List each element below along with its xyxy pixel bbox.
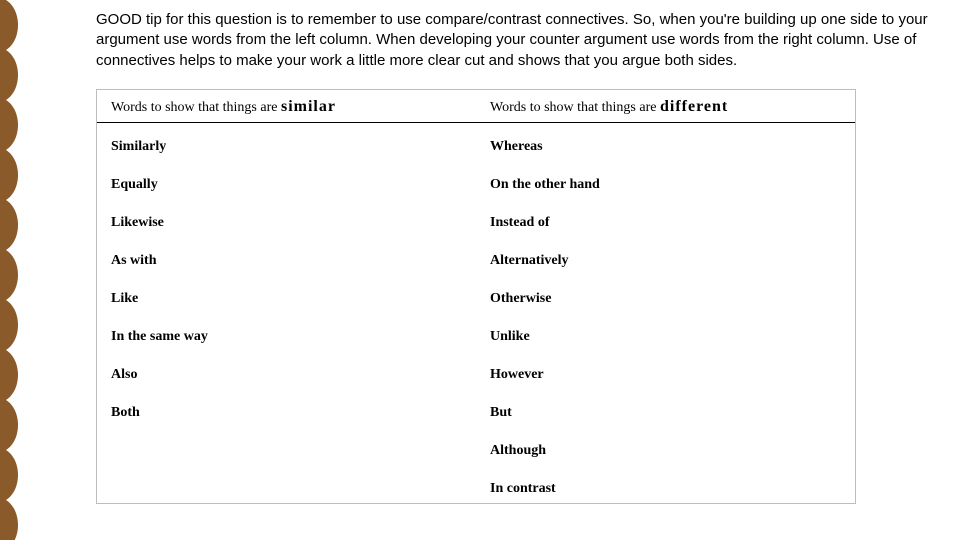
- tip-paragraph: GOOD tip for this question is to remembe…: [96, 10, 930, 71]
- different-cell: Otherwise: [476, 275, 855, 313]
- table-row: In contrast: [97, 465, 855, 503]
- similar-cell: Both: [97, 389, 476, 427]
- slide-content: GOOD tip for this question is to remembe…: [26, 0, 960, 540]
- similar-cell: [97, 465, 476, 503]
- similar-cell: Also: [97, 351, 476, 389]
- different-cell: In contrast: [476, 465, 855, 503]
- header-similar: Words to show that things are similar: [97, 96, 476, 123]
- table-row: In the same wayUnlike: [97, 313, 855, 351]
- different-cell: Although: [476, 427, 855, 465]
- similar-cell: Likewise: [97, 199, 476, 237]
- table-row: SimilarlyWhereas: [97, 123, 855, 161]
- slide-scallop-edge: [0, 0, 26, 540]
- similar-cell: Like: [97, 275, 476, 313]
- similar-cell: Similarly: [97, 123, 476, 161]
- different-cell: However: [476, 351, 855, 389]
- similar-cell: As with: [97, 237, 476, 275]
- table-body: SimilarlyWhereasEquallyOn the other hand…: [97, 123, 855, 503]
- different-cell: Whereas: [476, 123, 855, 161]
- header-similar-prefix: Words to show that things are: [111, 100, 281, 115]
- different-cell: Instead of: [476, 199, 855, 237]
- different-cell: Alternatively: [476, 237, 855, 275]
- table-row: AlsoHowever: [97, 351, 855, 389]
- table-row: As withAlternatively: [97, 237, 855, 275]
- table-header-row: Words to show that things are similar Wo…: [97, 96, 855, 123]
- different-cell: Unlike: [476, 313, 855, 351]
- table-row: BothBut: [97, 389, 855, 427]
- header-different: Words to show that things are different: [476, 96, 855, 123]
- connectives-table: Words to show that things are similar Wo…: [96, 89, 856, 504]
- similar-cell: In the same way: [97, 313, 476, 351]
- different-cell: But: [476, 389, 855, 427]
- header-different-prefix: Words to show that things are: [490, 100, 660, 115]
- table-row: LikeOtherwise: [97, 275, 855, 313]
- table-row: EquallyOn the other hand: [97, 161, 855, 199]
- table-row: Although: [97, 427, 855, 465]
- different-cell: On the other hand: [476, 161, 855, 199]
- similar-cell: Equally: [97, 161, 476, 199]
- header-different-em: different: [660, 98, 728, 115]
- similar-cell: [97, 427, 476, 465]
- header-similar-em: similar: [281, 98, 336, 115]
- table-row: LikewiseInstead of: [97, 199, 855, 237]
